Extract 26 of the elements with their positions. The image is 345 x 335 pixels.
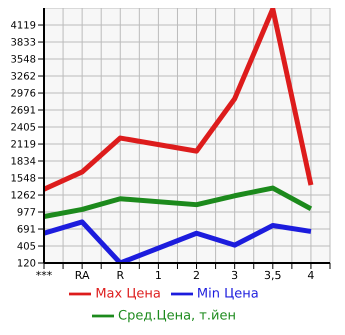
y-tick-label: 1834 bbox=[10, 156, 36, 168]
y-tick-label: 4119 bbox=[10, 20, 36, 32]
y-tick-label: 977 bbox=[16, 208, 36, 219]
x-tick-label: 3,5 bbox=[264, 268, 282, 282]
y-tick-label: 2405 bbox=[10, 122, 36, 134]
y-tick-label: 120 bbox=[16, 258, 36, 270]
y-tick-label: 3833 bbox=[10, 38, 36, 49]
legend-label: Сред.Цена, т.йен bbox=[118, 308, 236, 324]
y-tick-label: 3262 bbox=[10, 72, 36, 83]
x-tick-label: 4 bbox=[307, 268, 314, 282]
y-tick-label: 405 bbox=[16, 242, 36, 253]
y-tick-label: 3548 bbox=[10, 54, 36, 66]
x-tick-label: 2 bbox=[193, 268, 200, 282]
x-tick-label: 1 bbox=[154, 268, 162, 282]
y-tick-label: 1548 bbox=[10, 174, 36, 185]
x-tick-label: 3 bbox=[231, 268, 238, 282]
y-tick-label: 2976 bbox=[10, 88, 36, 100]
y-tick-label: 2691 bbox=[10, 106, 36, 117]
y-tick-label: 2119 bbox=[10, 140, 36, 151]
x-tick-label: *** bbox=[36, 268, 53, 282]
legend-label: Min Цена bbox=[196, 286, 259, 302]
x-tick-label: R bbox=[116, 268, 124, 282]
y-tick-label: 1262 bbox=[10, 190, 36, 202]
legend-label: Max Цена bbox=[95, 286, 161, 302]
x-tick-label: RA bbox=[74, 268, 90, 282]
y-tick-label: 691 bbox=[16, 224, 36, 236]
